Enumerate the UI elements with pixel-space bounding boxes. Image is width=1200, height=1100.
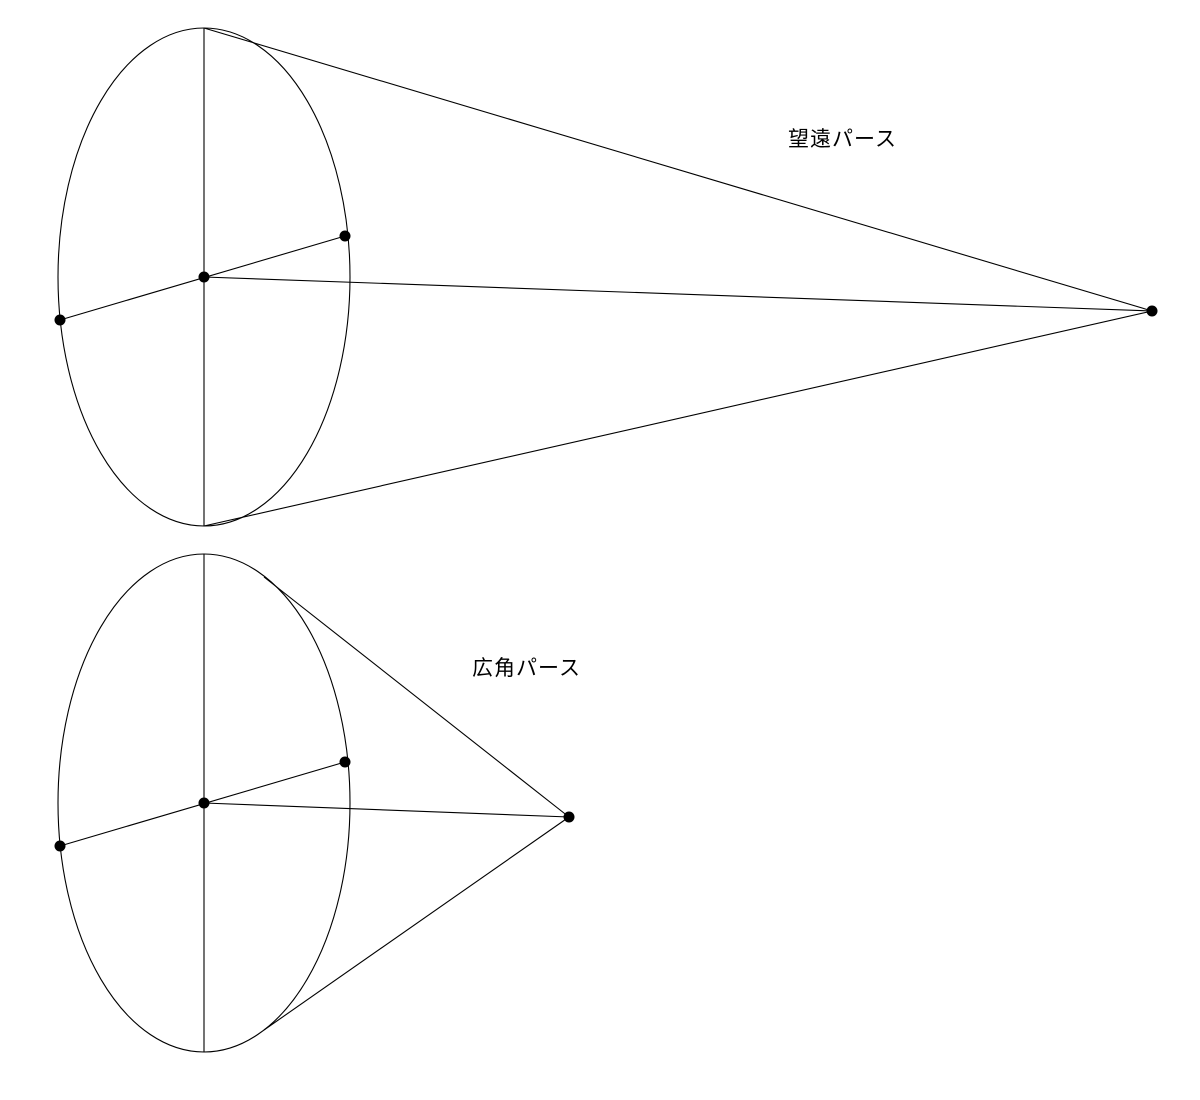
telephoto-label: 望遠パース [788,127,897,151]
wide-center-point [198,797,210,809]
wide-right-point [339,756,351,768]
telephoto-right-point [339,230,351,242]
wide-lower-tangent [263,816,570,1031]
wide-angle-label: 広角パース [472,656,581,680]
wide-vanishing-point [563,811,575,823]
telephoto-diagram [54,27,1158,527]
telephoto-upper-tangent [203,27,1153,312]
telephoto-vanishing-point [1146,305,1158,317]
wide-diagram [54,553,575,1053]
wide-upper-tangent [263,576,570,818]
wide-left-point [54,840,66,852]
telephoto-center-point [198,271,210,283]
telephoto-lower-tangent [203,310,1153,527]
wide-center-to-apex [203,802,570,818]
telephoto-left-point [54,314,66,326]
telephoto-center-to-apex [203,276,1153,312]
